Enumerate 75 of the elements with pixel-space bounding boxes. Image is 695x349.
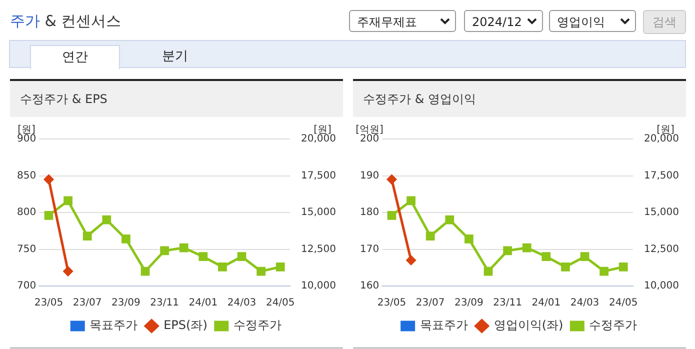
- point: [64, 196, 72, 206]
- x-tick-label: 23/05: [34, 298, 64, 309]
- point: [542, 252, 551, 262]
- point: [561, 262, 570, 272]
- y-tick-label: 700: [16, 280, 36, 292]
- x-tick-label: 23/07: [72, 298, 102, 309]
- x-tick-label: 24/01: [532, 298, 561, 309]
- chart-title: 수정주가 & 영업이익: [353, 81, 686, 117]
- y2-tick-label: 12,500: [644, 244, 680, 255]
- legend-label: EPS(좌): [164, 318, 208, 332]
- y2-tick-label: 15,000: [644, 207, 680, 218]
- x-tick-label: 24/05: [608, 298, 638, 309]
- x-tick-label: 24/03: [570, 298, 600, 309]
- point: [198, 252, 208, 262]
- y-tick-label: 850: [16, 170, 36, 182]
- point: [464, 234, 474, 244]
- chart-title: 수정주가 & EPS: [10, 81, 343, 117]
- point: [179, 243, 188, 252]
- y2-tick-label: 10,000: [644, 280, 680, 292]
- point: [522, 243, 532, 252]
- legend-label: 영업이익(좌): [494, 318, 564, 332]
- y-tick-label: 200: [360, 134, 380, 145]
- point: [618, 262, 628, 272]
- legend-label: 수정주가: [589, 318, 638, 332]
- x-tick-label: 23/09: [112, 298, 140, 309]
- y2-tick-label: 17,500: [301, 170, 336, 182]
- text: 분기: [161, 48, 189, 66]
- x-tick-label: 23/11: [150, 298, 179, 309]
- point: [580, 252, 590, 262]
- y-tick-label: 170: [360, 244, 380, 255]
- legend-label: 목표주가: [90, 318, 138, 332]
- text: 주재무제표: [357, 15, 417, 29]
- x-tick-label: 23/11: [493, 298, 522, 309]
- y-tick-label: 900: [16, 134, 36, 145]
- point: [44, 211, 54, 220]
- text: 영업이익: [557, 15, 605, 29]
- y-tick-label: 190: [360, 170, 380, 182]
- point: [445, 215, 454, 224]
- point: [484, 266, 493, 276]
- point: [160, 246, 169, 256]
- point: [426, 232, 435, 240]
- point: [218, 262, 227, 272]
- legend-label: 수정주가: [233, 318, 282, 332]
- point: [82, 232, 92, 240]
- x-tick-label: 24/01: [188, 298, 218, 309]
- x-tick-label: 23/09: [454, 298, 484, 309]
- point: [140, 266, 150, 276]
- y2-tick-label: 10,000: [301, 280, 336, 292]
- y2-tick-label: 12,500: [301, 244, 336, 255]
- point: [600, 266, 608, 276]
- x-tick-label: 23/07: [416, 298, 445, 309]
- point: [237, 252, 246, 262]
- point: [276, 262, 285, 272]
- text: 검색: [643, 10, 686, 34]
- y-tick-label: 750: [16, 244, 36, 255]
- legend-label: 목표주가: [420, 318, 468, 332]
- y2-tick-label: 17,500: [644, 170, 680, 182]
- point: [387, 211, 396, 220]
- text: 2024/12: [472, 15, 522, 29]
- point: [102, 215, 112, 224]
- text: 연간: [30, 45, 120, 69]
- point: [406, 196, 416, 206]
- y2-tick-label: 20,000: [644, 134, 680, 145]
- point: [122, 234, 130, 244]
- point: [503, 246, 512, 256]
- x-tick-label: 24/03: [227, 298, 256, 309]
- y-tick-label: 180: [360, 207, 380, 218]
- x-tick-label: 23/05: [377, 298, 406, 309]
- text: 주가 & 컨센서스: [10, 12, 122, 31]
- point: [256, 266, 266, 276]
- y2-tick-label: 20,000: [301, 134, 336, 145]
- y2-tick-label: 15,000: [301, 207, 336, 218]
- y-tick-label: 160: [360, 280, 380, 292]
- x-tick-label: 24/05: [266, 298, 295, 309]
- y-tick-label: 800: [16, 207, 36, 218]
